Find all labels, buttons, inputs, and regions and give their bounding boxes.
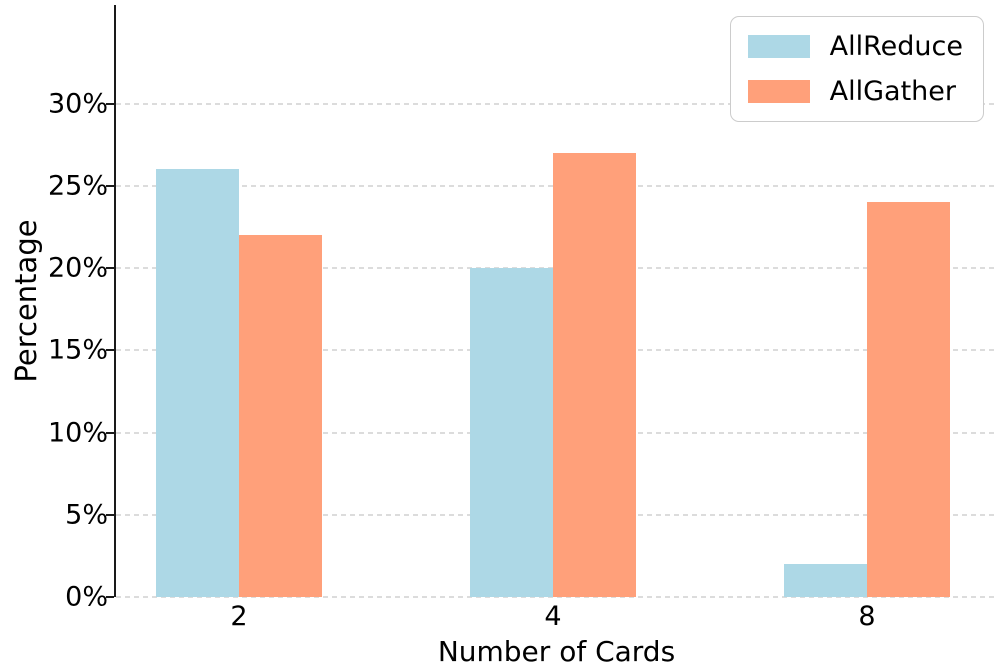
y-tick-label-30%: 30% — [47, 88, 108, 120]
y-tick-mark-30% — [106, 102, 114, 105]
y-tick-label-25%: 25% — [47, 170, 108, 202]
bar-allreduce-cards-2 — [155, 169, 239, 597]
legend-item-allreduce: AllReduce — [747, 31, 963, 62]
allgather-swatch — [747, 80, 810, 104]
x-tick-label-4: 4 — [544, 601, 562, 632]
bar-allreduce-cards-4 — [469, 268, 553, 597]
y-axis-spine — [114, 5, 116, 597]
y-tick-mark-5% — [106, 513, 114, 516]
legend-label-allreduce: AllReduce — [829, 31, 963, 62]
y-tick-mark-0% — [106, 596, 114, 598]
gridline-0% — [116, 596, 997, 598]
bar-allgather-cards-8 — [866, 202, 950, 597]
y-tick-mark-15% — [106, 349, 114, 352]
bar-allgather-cards-2 — [238, 235, 322, 597]
y-tick-mark-10% — [106, 431, 114, 434]
x-tick-label-8: 8 — [858, 601, 876, 632]
legend-item-allgather: AllGather — [747, 75, 963, 107]
allreduce-swatch — [747, 35, 810, 59]
y-tick-label-15%: 15% — [47, 334, 108, 366]
bar-allgather-cards-4 — [552, 153, 636, 597]
x-tick-label-2: 2 — [230, 601, 248, 632]
y-tick-mark-20% — [106, 267, 114, 270]
y-tick-label-10%: 10% — [47, 417, 108, 449]
y-tick-label-20%: 20% — [47, 252, 108, 284]
y-tick-label-0%: 0% — [65, 581, 108, 613]
legend-label-allgather: AllGather — [829, 75, 957, 107]
bar-allreduce-cards-8 — [783, 564, 867, 597]
gridline-30% — [116, 102, 997, 105]
x-axis-label: Number of Cards — [437, 635, 676, 668]
y-tick-mark-25% — [106, 184, 114, 187]
legend: AllReduce AllGather — [729, 16, 984, 123]
y-tick-label-5%: 5% — [65, 499, 108, 531]
y-axis-label: Percentage — [9, 219, 43, 383]
plot-area — [114, 5, 997, 598]
